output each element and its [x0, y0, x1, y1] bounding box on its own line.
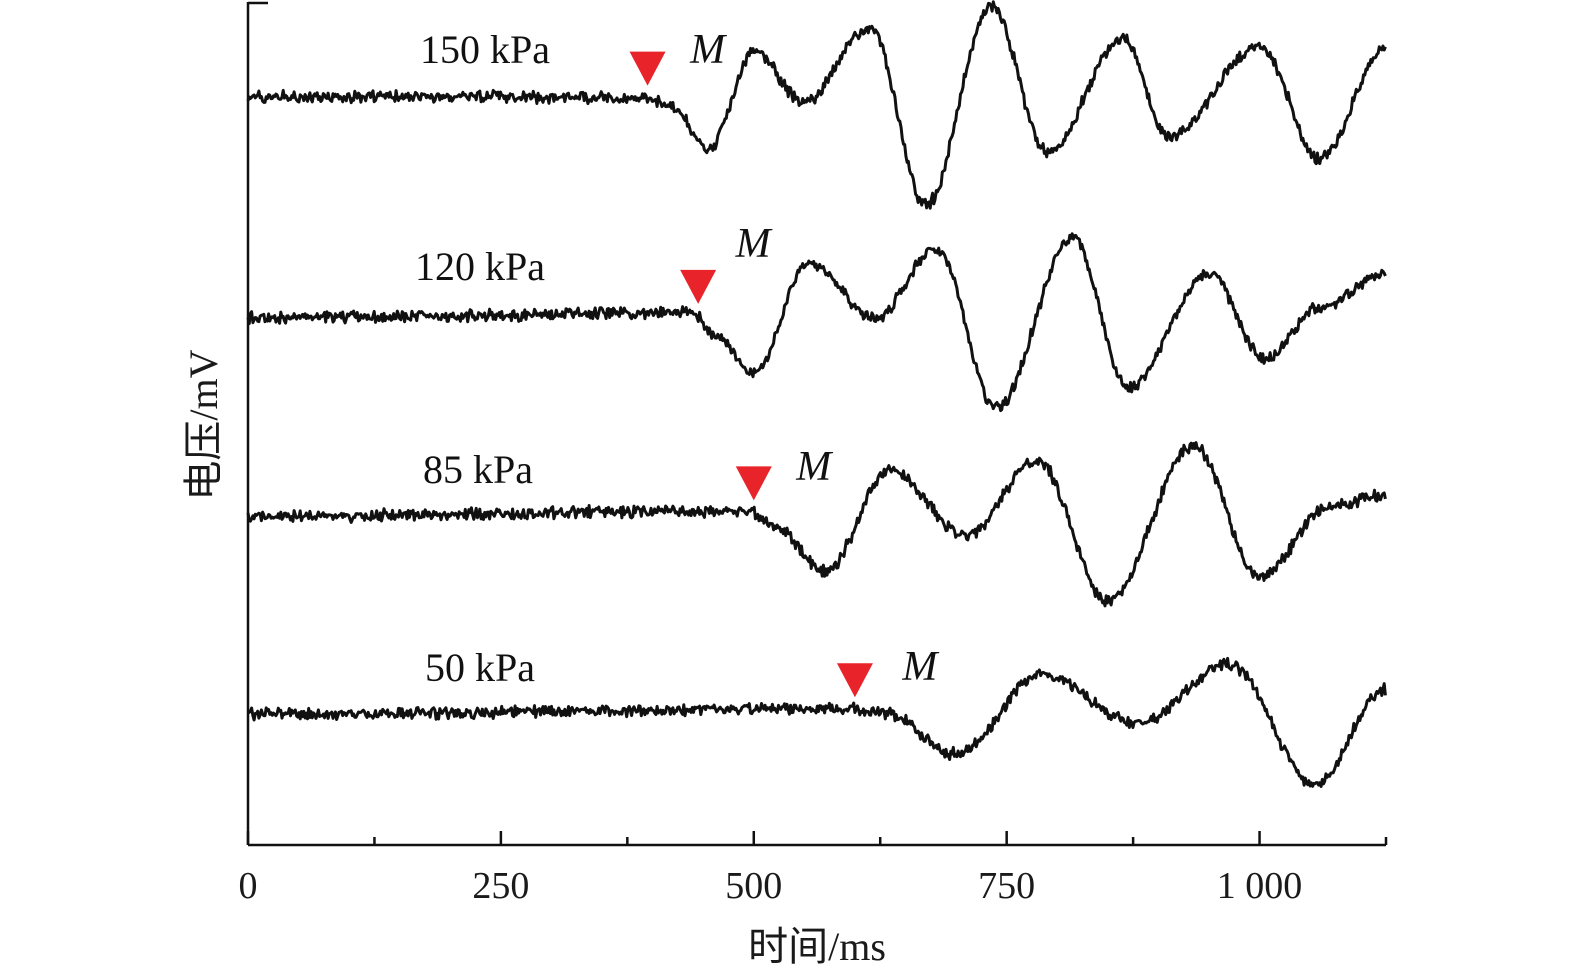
marker-label: M	[795, 444, 833, 490]
x-tick-label: 0	[239, 865, 258, 907]
waveform-50-kpa	[246, 656, 1387, 788]
arrival-marker	[836, 663, 873, 698]
y-axis-label: 电压/mV	[181, 349, 226, 500]
x-tick-label: 1 000	[1217, 865, 1303, 907]
series-label: 50 kPa	[425, 645, 535, 690]
x-tick-label: 250	[472, 865, 529, 907]
series-label: 150 kPa	[420, 27, 550, 72]
arrival-markers	[629, 51, 873, 698]
waveform-150-kpa	[246, 0, 1387, 210]
arrival-marker	[735, 466, 772, 501]
series-label: 85 kPa	[423, 447, 533, 492]
marker-label: M	[689, 27, 727, 73]
x-ticks: 0 250 500 750 1 000	[239, 831, 1388, 907]
waveform-85-kpa	[246, 441, 1387, 608]
arrival-marker	[629, 51, 666, 86]
axes	[246, 1, 1386, 847]
x-tick-label: 750	[978, 865, 1035, 907]
waveform-120-kpa	[246, 232, 1387, 413]
x-axis-label: 时间/ms	[748, 924, 886, 969]
x-tick-label: 500	[725, 865, 782, 907]
series-label: 120 kPa	[415, 244, 545, 289]
marker-label: M	[901, 644, 939, 690]
marker-label: M	[735, 221, 773, 267]
series-labels: 150 kPa M 120 kPa M 85 kPa M 50 kPa M	[415, 27, 939, 690]
arrival-marker	[680, 269, 717, 304]
waveform-traces	[246, 0, 1387, 788]
